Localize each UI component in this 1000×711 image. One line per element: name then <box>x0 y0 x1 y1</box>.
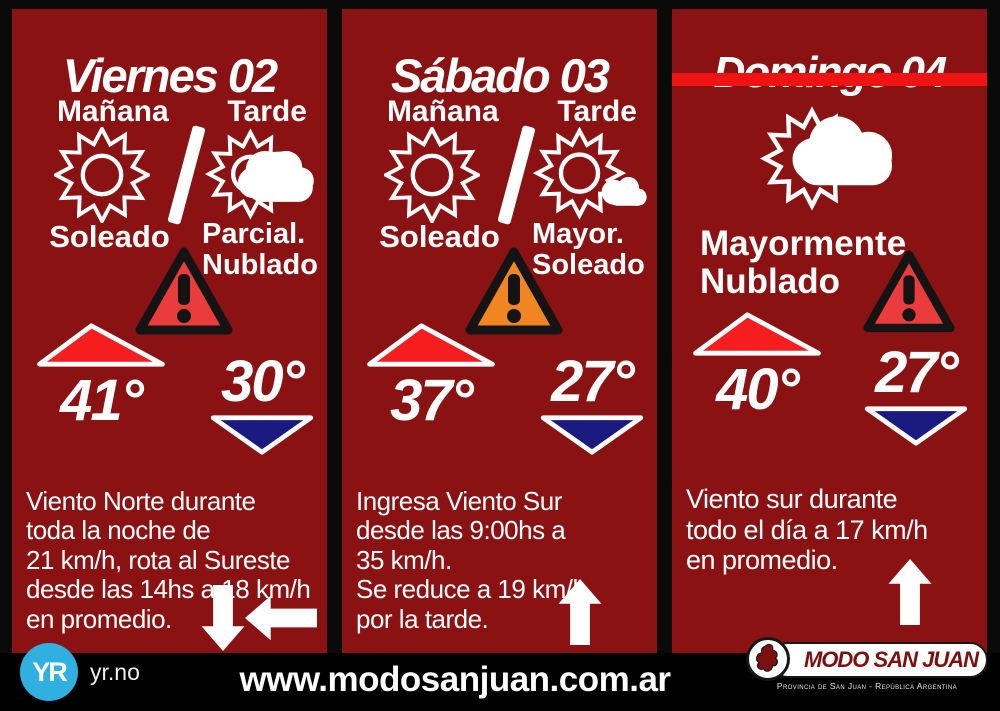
brand-subtitle: Provincia de San Juan - República Argent… <box>776 681 958 691</box>
high-temperature: 41° <box>30 321 172 430</box>
sun-cloud-icon <box>204 128 314 220</box>
low-temp-value: 30° <box>221 349 305 414</box>
high-temperature: 40° <box>686 310 828 419</box>
sun-icon <box>384 127 480 223</box>
yr-label: yr.no <box>90 658 140 685</box>
up-arrow-icon <box>888 559 932 625</box>
high-temp-value: 41° <box>60 368 144 433</box>
warning-triangle-icon <box>135 247 233 335</box>
province-emblem-icon <box>746 637 790 681</box>
day-columns: Viernes 02 Mañana Tarde Soleado <box>12 9 987 653</box>
day-title: Viernes 02 <box>62 49 278 103</box>
brand-pill: MODO SAN JUAN <box>770 642 988 678</box>
temp-up-arrow-icon <box>367 323 495 367</box>
slash-divider-icon <box>167 125 206 225</box>
morning-condition: Soleado <box>49 219 170 254</box>
morning-label: Mañana <box>56 95 169 128</box>
temp-up-arrow-icon <box>693 312 821 356</box>
left-arrow-icon <box>245 595 317 641</box>
slash-divider-icon <box>497 125 536 225</box>
up-arrow-icon <box>558 579 602 645</box>
day-column-viernes: Viernes 02 Mañana Tarde Soleado <box>12 9 327 653</box>
sun-small-cloud-icon <box>532 127 647 220</box>
footer-bar: YR yr.no www.modosanjuan.com.ar MODO SAN… <box>0 637 1000 711</box>
sun-icon <box>54 127 150 223</box>
wind-forecast-text: Viento sur durante todo el día a 17 km/h… <box>686 484 928 575</box>
day-column-domingo: Domingo 04 Mayormente Nublado <box>672 9 987 653</box>
brand-name: MODO SAN JUAN <box>803 647 979 672</box>
yr-logo-group: YR yr.no <box>20 643 140 701</box>
temp-down-arrow-icon <box>210 415 314 455</box>
title-underline-bar <box>672 73 987 86</box>
temp-up-arrow-icon <box>37 323 165 367</box>
cloud-sun-icon <box>759 106 893 211</box>
low-temperature: 27° <box>536 353 648 462</box>
day-column-sabado: Sábado 03 Mañana Tarde Soleado Mayor. So… <box>342 9 657 653</box>
wind-forecast-text: Viento Norte durante toda la noche de 21… <box>26 486 311 634</box>
high-temp-value: 37° <box>390 368 474 433</box>
wind-direction-arrows <box>197 585 319 651</box>
wind-direction-arrows <box>555 579 605 645</box>
website-url: www.modosanjuan.com.ar <box>239 660 671 699</box>
high-temperature: 37° <box>360 321 502 430</box>
modo-san-juan-logo: MODO SAN JUAN Provincia de San Juan - Re… <box>746 637 988 691</box>
low-temp-value: 27° <box>875 340 959 405</box>
morning-condition: Soleado <box>379 219 500 254</box>
wind-direction-arrows <box>885 559 935 625</box>
yr-logo-icon: YR <box>20 643 78 701</box>
down-arrow-icon <box>201 585 245 651</box>
afternoon-condition: Parcial. Nublado <box>202 218 318 281</box>
day-title: Domingo 04 <box>672 48 987 98</box>
temp-down-arrow-icon <box>540 415 644 455</box>
high-temp-value: 40° <box>716 357 800 422</box>
low-temperature: 27° <box>860 344 972 453</box>
warning-triangle-icon <box>863 250 955 333</box>
low-temperature: 30° <box>206 353 318 462</box>
afternoon-label: Tarde <box>557 95 637 128</box>
day-title: Sábado 03 <box>390 49 610 103</box>
warning-triangle-icon <box>465 247 563 335</box>
temp-down-arrow-icon <box>864 406 968 446</box>
afternoon-label: Tarde <box>227 95 307 128</box>
afternoon-condition: Mayor. Soleado <box>532 218 645 281</box>
morning-label: Mañana <box>386 95 499 128</box>
day-condition: Mayormente Nublado <box>700 224 907 301</box>
wind-forecast-text: Ingresa Viento Sur desde las 9:00hs a 35… <box>356 486 587 634</box>
low-temp-value: 27° <box>551 349 635 414</box>
